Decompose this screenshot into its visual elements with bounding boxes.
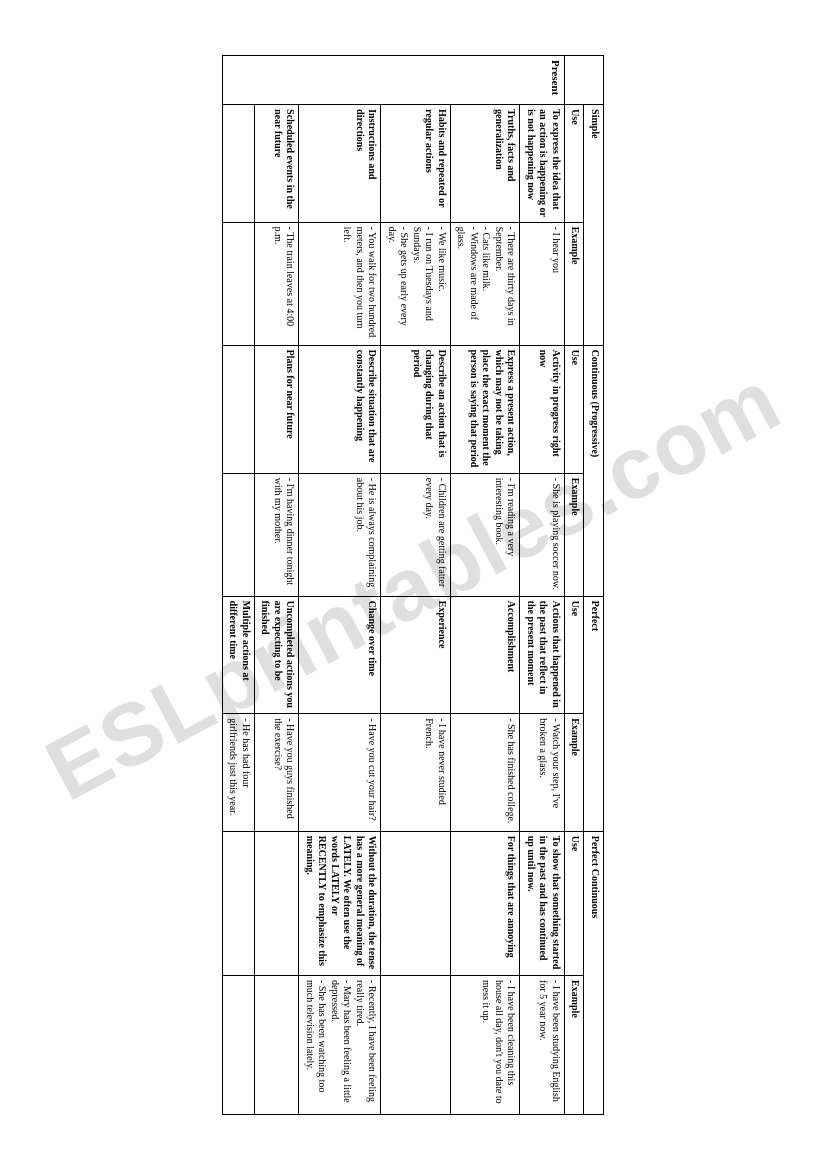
example-cell: - She is playing soccer now. <box>520 473 565 596</box>
header-row-sub: Use Example Use Example Use Example Use … <box>565 55 585 1114</box>
example-cell: - Watch your step, I've broken a glass. <box>520 713 565 831</box>
use-cell <box>223 104 255 222</box>
tense-label: Present <box>223 55 565 104</box>
sub-ex-3: Example <box>565 713 585 831</box>
example-cell: - I have been studying English for 5 yea… <box>520 975 565 1114</box>
example-cell: - I have been cleaning this house all da… <box>451 975 521 1114</box>
use-cell: Accomplishment <box>451 596 521 714</box>
use-cell <box>223 345 255 473</box>
example-cell: - Have you guys finished the exercise? <box>255 713 300 831</box>
use-cell: Change over time <box>299 596 381 714</box>
use-cell: Instructions and directions <box>299 104 381 222</box>
use-cell: Habits and repeated or regular actions <box>381 104 451 222</box>
table-row: Scheduled events in the near future- The… <box>255 55 300 1114</box>
example-cell: - Recently, I have been feeling really t… <box>299 975 381 1114</box>
use-cell: Multiple actions at different time <box>223 596 255 714</box>
example-cell: - There are thirty days in September.- C… <box>451 222 521 345</box>
example-cell: - I'm reading a very interesting book. <box>451 473 521 596</box>
use-cell: Plans for near future <box>255 345 300 473</box>
header-perfect-continuous: Perfect Continuous <box>584 831 604 1114</box>
sub-use-2: Use <box>565 345 585 473</box>
example-cell <box>223 473 255 596</box>
header-empty <box>565 55 604 104</box>
example-cell <box>381 975 451 1114</box>
use-cell <box>223 831 255 975</box>
example-cell: - I hear you <box>520 222 565 345</box>
header-continuous: Continuous (Progressive) <box>584 345 604 596</box>
use-cell: Without the duration, the tense has a mo… <box>299 831 381 975</box>
table-row: Multiple actions at different time- He h… <box>223 55 255 1114</box>
sub-ex-2: Example <box>565 473 585 596</box>
sub-use-1: Use <box>565 104 585 222</box>
header-perfect: Perfect <box>584 596 604 831</box>
page-container: Simple Continuous (Progressive) Perfect … <box>222 55 604 1115</box>
use-cell: Describe an action that is changing duri… <box>381 345 451 473</box>
tenses-table: Simple Continuous (Progressive) Perfect … <box>222 55 604 1115</box>
use-cell: Truths, facts and generalization <box>451 104 521 222</box>
sub-ex-1: Example <box>565 222 585 345</box>
example-cell: - He is always complaining about his job… <box>299 473 381 596</box>
use-cell: Scheduled events in the near future <box>255 104 300 222</box>
sub-use-4: Use <box>565 831 585 975</box>
table-row: PresentTo express the idea that an actio… <box>520 55 565 1114</box>
use-cell: For things that are annoying <box>451 831 521 975</box>
example-cell: - We like music.- I run on Tuesdays and … <box>381 222 451 345</box>
use-cell: Experience <box>381 596 451 714</box>
example-cell: - I'm having dinner tonight with my moth… <box>255 473 300 596</box>
example-cell <box>223 222 255 345</box>
example-cell <box>255 975 300 1114</box>
example-cell: - She has finished college. <box>451 713 521 831</box>
table-body: PresentTo express the idea that an actio… <box>223 55 565 1114</box>
example-cell: - I have never studied French. <box>381 713 451 831</box>
example-cell: - He has had four girlfriends just this … <box>223 713 255 831</box>
use-cell: Express a present action, which may not … <box>451 345 521 473</box>
header-simple: Simple <box>584 104 604 344</box>
header-row-groups: Simple Continuous (Progressive) Perfect … <box>584 55 604 1114</box>
use-cell <box>381 831 451 975</box>
sub-ex-4: Example <box>565 975 585 1114</box>
use-cell: Activity in progress right now <box>520 345 565 473</box>
use-cell: Actions that happened in the past that r… <box>520 596 565 714</box>
table-row: Truths, facts and generalization- There … <box>451 55 521 1114</box>
use-cell <box>255 831 300 975</box>
use-cell: Uncompleted actions you are expecting to… <box>255 596 300 714</box>
table-row: Habits and repeated or regular actions- … <box>381 55 451 1114</box>
example-cell: - You walk for two hundred meters, and t… <box>299 222 381 345</box>
sub-use-3: Use <box>565 596 585 714</box>
example-cell <box>223 975 255 1114</box>
use-cell: To express the idea that an action is ha… <box>520 104 565 222</box>
table-row: Instructions and directions- You walk fo… <box>299 55 381 1114</box>
use-cell: To show that something started in the pa… <box>520 831 565 975</box>
use-cell: Describe situation that are constantly h… <box>299 345 381 473</box>
example-cell: - Children are getting fatter every day. <box>381 473 451 596</box>
example-cell: - Have you cut your hair? <box>299 713 381 831</box>
example-cell: - The train leaves at 4:00 p.m. <box>255 222 300 345</box>
